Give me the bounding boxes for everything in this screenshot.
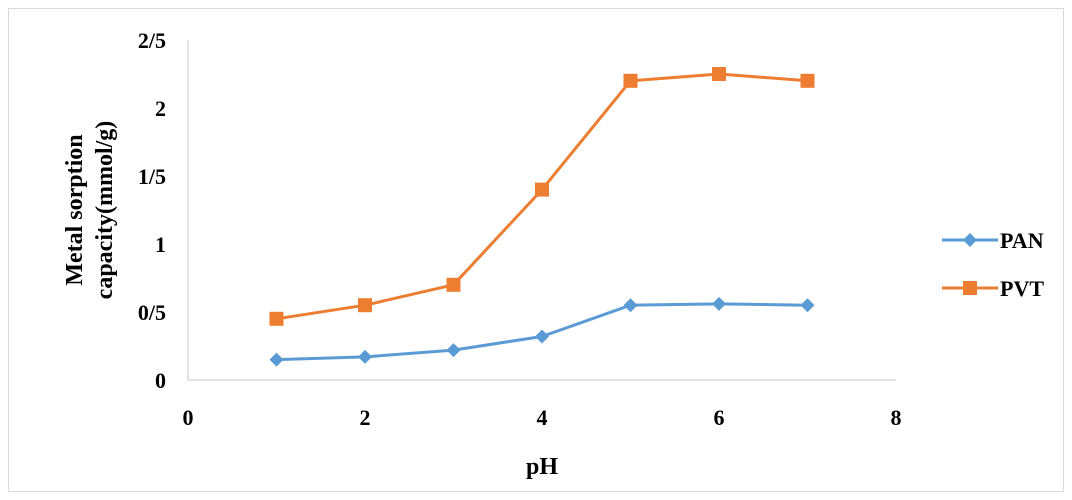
data-point-pvt [446, 277, 461, 292]
legend-marker-pvt [963, 281, 977, 295]
x-tick-label: 0 [183, 405, 194, 430]
data-point-pan [535, 329, 549, 344]
x-tick-labels: 0 2 4 6 8 [183, 405, 902, 430]
x-tick-label: 4 [537, 405, 548, 430]
data-point-pan [269, 352, 284, 367]
data-point-pan [712, 296, 726, 311]
data-point-pan [623, 298, 638, 313]
y-tick-label: 2/5 [138, 28, 166, 53]
legend: PAN PVT [942, 228, 1044, 301]
y-tick-label: 1/5 [138, 164, 166, 189]
data-point-pan [446, 343, 461, 358]
axes [187, 40, 896, 381]
data-point-pan [358, 349, 372, 364]
y-tick-label: 0 [155, 368, 166, 393]
chart-frame [8, 8, 1064, 492]
y-tick-label: 1 [155, 232, 166, 257]
data-point-pvt [358, 298, 372, 313]
y-axis-title: Metal sorption capacity(mmol/g) [62, 121, 118, 300]
x-tick-label: 8 [891, 405, 902, 430]
x-tick-label: 2 [360, 405, 371, 430]
legend-marker-pan [963, 233, 977, 247]
y-axis-title-line-1: Metal sorption [62, 134, 88, 285]
y-tick-labels: 0 0/5 1 1/5 2 2/5 [138, 28, 166, 393]
x-tick-label: 6 [714, 405, 725, 430]
legend-label-pvt: PVT [1000, 276, 1044, 301]
data-point-pvt [712, 67, 726, 81]
legend-item-pan: PAN [942, 228, 1044, 253]
data-point-pvt [535, 182, 549, 197]
data-point-pvt [269, 311, 284, 326]
data-point-pan [800, 298, 815, 313]
y-tick-label: 0/5 [138, 300, 166, 325]
series-pvt [269, 67, 815, 326]
legend-item-pvt: PVT [942, 276, 1044, 301]
series-pan [269, 296, 815, 367]
data-point-pvt [800, 73, 815, 88]
y-tick-label: 2 [155, 96, 166, 121]
data-point-pvt [623, 73, 638, 88]
legend-label-pan: PAN [1000, 228, 1044, 253]
series [269, 67, 815, 367]
y-axis-title-line-2: capacity(mmol/g) [92, 121, 118, 300]
x-axis-title: pH [526, 454, 558, 480]
